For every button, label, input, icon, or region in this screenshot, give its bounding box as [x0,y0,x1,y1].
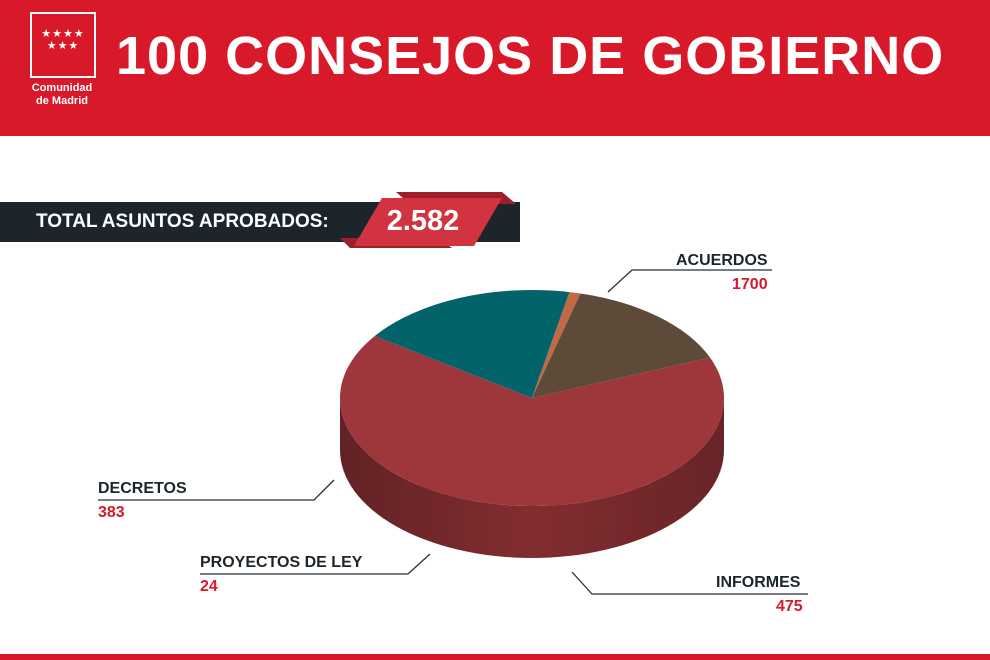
leader-line-acuerdos [607,269,772,293]
logo-text-line1: Comunidad [31,82,93,94]
pie-side-acuerdos [340,398,724,558]
label-proyectos-value: 24 [200,578,218,595]
header-banner [0,0,990,136]
page-title: 100 CONSEJOS DE GOBIERNO [116,26,945,86]
stars-icon: ★★★★ ★★★ [41,28,85,52]
pie-slice-decretos [532,293,711,398]
label-acuerdos-value: 1700 [732,276,768,293]
leader-line-proyectos [200,553,431,575]
pie-slice-informes [374,290,570,398]
label-informes-value: 475 [776,598,803,615]
label-informes-title: INFORMES [716,574,801,591]
total-label: TOTAL ASUNTOS APROBADOS: [36,211,329,232]
footer-line [0,654,990,660]
leader-line-decretos [98,479,335,501]
total-value: 2.582 [386,205,460,237]
logo-text-line2: de Madrid [36,95,88,107]
pie-slice-acuerdos [339,336,724,506]
comunidad-madrid-logo: ★★★★ ★★★ [30,12,96,78]
label-decretos-value: 383 [98,504,125,521]
logo-text: Comunidad de Madrid [22,82,102,108]
label-acuerdos-title: ACUERDOS [676,252,768,269]
leader-line-informes [571,571,808,595]
total-badge-shape [340,192,516,248]
pie-slice-proyectos [532,292,581,398]
label-decretos-title: DECRETOS [98,480,187,497]
label-proyectos-title: PROYECTOS DE LEY [200,554,363,571]
